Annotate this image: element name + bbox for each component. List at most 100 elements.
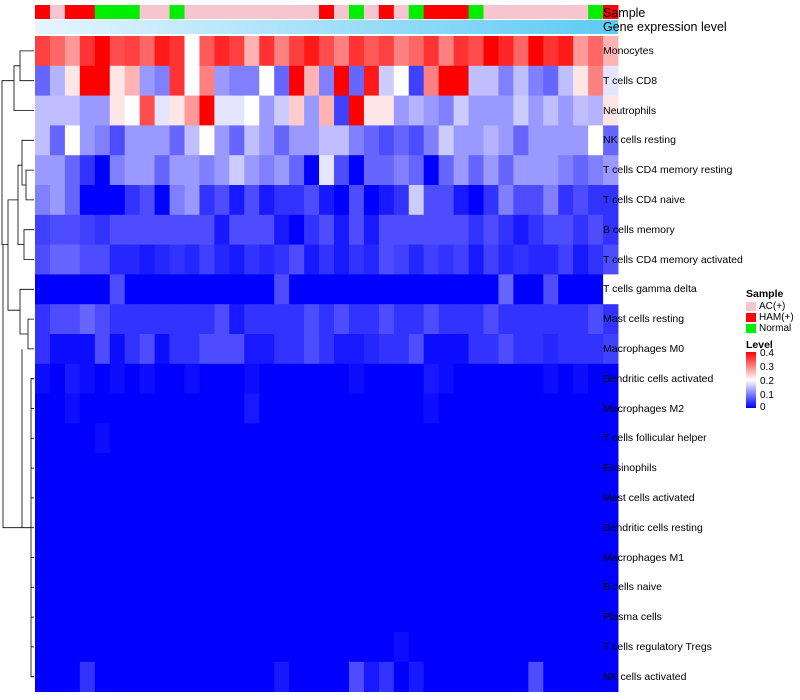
- heatmap-cell: [468, 244, 484, 275]
- heatmap-cell: [259, 393, 275, 424]
- heatmap-cell: [453, 453, 469, 484]
- heatmap-cell: [334, 512, 350, 543]
- heatmap-cell: [483, 453, 499, 484]
- heatmap-cell: [378, 274, 395, 305]
- heatmap-cell: [348, 393, 365, 424]
- heatmap-cell: [543, 304, 559, 335]
- heatmap-cell: [124, 185, 141, 216]
- heatmap-cell: [139, 453, 155, 484]
- heatmap-cell: [199, 304, 215, 335]
- heatmap-cell: [49, 185, 66, 216]
- heatmap-cell: [543, 632, 559, 663]
- heatmap-cell: [79, 274, 96, 305]
- heatmap-cell: [244, 214, 260, 245]
- heatmap-cell: [94, 334, 111, 365]
- heatmap-cell: [79, 572, 96, 603]
- heatmap-cell: [229, 423, 245, 454]
- heatmap-cell: [528, 36, 544, 67]
- heatmap-cell: [139, 393, 155, 424]
- heatmap-cell: [603, 423, 619, 454]
- heatmap-cell: [139, 125, 155, 156]
- heatmap-cell: [184, 483, 200, 514]
- row-label: Mast cells resting: [603, 313, 685, 326]
- heatmap-cell: [423, 483, 440, 514]
- heatmap-cell: [35, 65, 51, 96]
- heatmap-cell: [139, 155, 155, 186]
- heatmap-cell: [109, 304, 126, 335]
- heatmap-cell: [169, 512, 185, 543]
- row-label: T cells regulatory Tregs: [603, 640, 712, 653]
- heatmap-cell: [79, 602, 96, 633]
- heatmap-cell: [64, 602, 81, 633]
- heatmap-cell: [304, 95, 320, 126]
- heatmap-cell: [244, 244, 260, 275]
- heatmap-cell: [513, 661, 529, 692]
- heatmap-cell: [378, 334, 395, 365]
- heatmap-cell: [453, 512, 469, 543]
- heatmap-cell: [124, 244, 141, 275]
- heatmap-cell: [304, 65, 320, 96]
- heatmap-cell: [244, 334, 260, 365]
- heatmap-cell: [423, 423, 440, 454]
- heatmap-cell: [319, 214, 335, 245]
- heatmap-cell: [169, 363, 185, 394]
- sample-annotation-cell: [378, 5, 395, 19]
- heatmap-cell: [214, 274, 230, 305]
- heatmap-cell: [348, 95, 365, 126]
- row-label: B cells memory: [603, 223, 675, 236]
- heatmap-cell: [498, 483, 514, 514]
- heatmap-cell: [35, 632, 51, 663]
- sample-annotation-cell: [259, 5, 275, 19]
- heatmap-cell: [199, 65, 215, 96]
- row-label: T cells CD4 memory resting: [603, 164, 733, 177]
- heatmap-cell: [348, 274, 365, 305]
- heatmap-cell: [274, 512, 290, 543]
- heatmap-cell: [304, 661, 320, 692]
- heatmap-cell: [109, 334, 126, 365]
- heatmap-cell: [334, 274, 350, 305]
- heatmap-cell: [274, 65, 290, 96]
- heatmap-cell: [94, 512, 111, 543]
- heatmap-cell: [513, 602, 529, 633]
- heatmap-cell: [124, 36, 141, 67]
- heatmap-cell: [49, 36, 66, 67]
- heatmap-cell: [35, 304, 51, 335]
- sample-annotation-cell: [229, 5, 245, 19]
- heatmap-cell: [393, 572, 410, 603]
- heatmap-cell: [453, 36, 469, 67]
- heatmap-cell: [513, 244, 529, 275]
- heatmap-cell: [408, 572, 425, 603]
- heatmap-cell: [498, 632, 514, 663]
- heatmap-cell: [543, 125, 559, 156]
- heatmap-cell: [94, 602, 111, 633]
- heatmap-cell: [319, 304, 335, 335]
- heatmap-cell: [348, 512, 365, 543]
- heatmap-cell: [289, 483, 305, 514]
- heatmap-cell: [348, 244, 365, 275]
- heatmap-cell: [214, 542, 230, 573]
- heatmap-cell: [378, 393, 395, 424]
- heatmap-cell: [543, 483, 559, 514]
- heatmap-cell: [528, 632, 544, 663]
- heatmap-cell: [603, 393, 619, 424]
- heatmap-cell: [513, 155, 529, 186]
- heatmap-cell: [304, 542, 320, 573]
- heatmap-cell: [573, 214, 589, 245]
- heatmap-cell: [528, 185, 544, 216]
- heatmap-cell: [453, 661, 469, 692]
- heatmap-cell: [319, 363, 335, 394]
- heatmap-cell: [453, 65, 469, 96]
- heatmap-cell: [49, 304, 66, 335]
- heatmap-cell: [588, 65, 604, 96]
- heatmap-cell: [169, 304, 185, 335]
- sample-annotation-cell: [438, 5, 454, 19]
- heatmap-cell: [393, 393, 410, 424]
- row-label: Dendritic cells resting: [603, 521, 703, 534]
- heatmap-cell: [154, 214, 170, 245]
- heatmap-cell: [244, 125, 260, 156]
- heatmap-cell: [199, 542, 215, 573]
- heatmap-cell: [124, 125, 141, 156]
- heatmap-cell: [274, 334, 290, 365]
- heatmap-cell: [304, 483, 320, 514]
- heatmap-cell: [154, 155, 170, 186]
